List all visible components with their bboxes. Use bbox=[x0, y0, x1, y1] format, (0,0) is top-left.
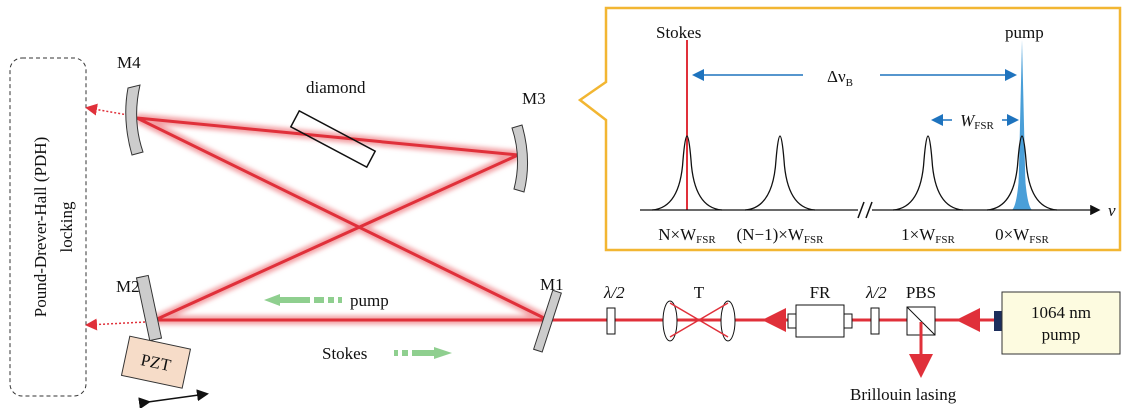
output-label: Brillouin lasing bbox=[850, 385, 957, 404]
laser-label: pump bbox=[1042, 325, 1081, 344]
lens bbox=[721, 301, 735, 341]
peak-label: 0×W bbox=[995, 225, 1030, 244]
lock-signal bbox=[88, 108, 128, 115]
laser-label: 1064 nm bbox=[1031, 303, 1091, 322]
shift-label: Δν bbox=[827, 67, 846, 86]
inset-stokes-label: Stokes bbox=[656, 23, 701, 42]
locking-label: locking bbox=[57, 201, 76, 252]
component-label: λ/2 bbox=[865, 283, 887, 302]
locking-label: Pound-Drever-Hall (PDH) bbox=[31, 137, 50, 317]
faraday-rotator bbox=[796, 305, 844, 337]
component-label: λ/2 bbox=[603, 283, 625, 302]
fsr-label: FSR bbox=[974, 120, 994, 132]
mirror-label: M3 bbox=[522, 89, 546, 108]
pzt-motion bbox=[148, 394, 206, 402]
component-label: λ/2 bbox=[603, 283, 625, 302]
component-label: FR bbox=[810, 283, 831, 302]
peak-label: (N−1)×W bbox=[737, 225, 805, 244]
mirror-label: M2 bbox=[116, 277, 140, 296]
peak-label: FSR bbox=[1029, 234, 1049, 246]
pump-label: pump bbox=[350, 291, 389, 310]
component-label: λ/2 bbox=[865, 283, 887, 302]
crystal-label: diamond bbox=[306, 78, 366, 97]
axis-label: ν bbox=[1108, 201, 1116, 220]
fr-port bbox=[788, 314, 796, 328]
inset-frame bbox=[580, 8, 1120, 250]
half-wave-plate bbox=[607, 308, 615, 334]
stokes-label: Stokes bbox=[322, 344, 367, 363]
mirror bbox=[136, 275, 161, 340]
pump-laser bbox=[1002, 292, 1120, 354]
diagram: Pound-Drever-Hall (PDH) locking M4 M3 M2… bbox=[0, 0, 1129, 408]
half-wave-plate bbox=[871, 308, 879, 334]
peak-label: FSR bbox=[804, 234, 824, 246]
peak-label: 1×W bbox=[901, 225, 936, 244]
pump-arrow bbox=[264, 294, 342, 306]
peak-label: N×W bbox=[658, 225, 697, 244]
shift-label: B bbox=[846, 77, 853, 89]
lock-signal bbox=[88, 322, 145, 325]
fr-port bbox=[844, 314, 852, 328]
mirror-label: M4 bbox=[117, 53, 141, 72]
component-label: T bbox=[694, 283, 705, 302]
axis-label: ν bbox=[1108, 201, 1116, 220]
peak-label: FSR bbox=[935, 234, 955, 246]
component-label: PBS bbox=[906, 283, 936, 302]
mirror-label: M1 bbox=[540, 275, 564, 294]
stokes-arrow bbox=[394, 347, 452, 359]
lens bbox=[663, 301, 677, 341]
peak-label: FSR bbox=[696, 234, 716, 246]
inset-pump-label: pump bbox=[1005, 23, 1044, 42]
laser-aperture bbox=[994, 311, 1002, 331]
